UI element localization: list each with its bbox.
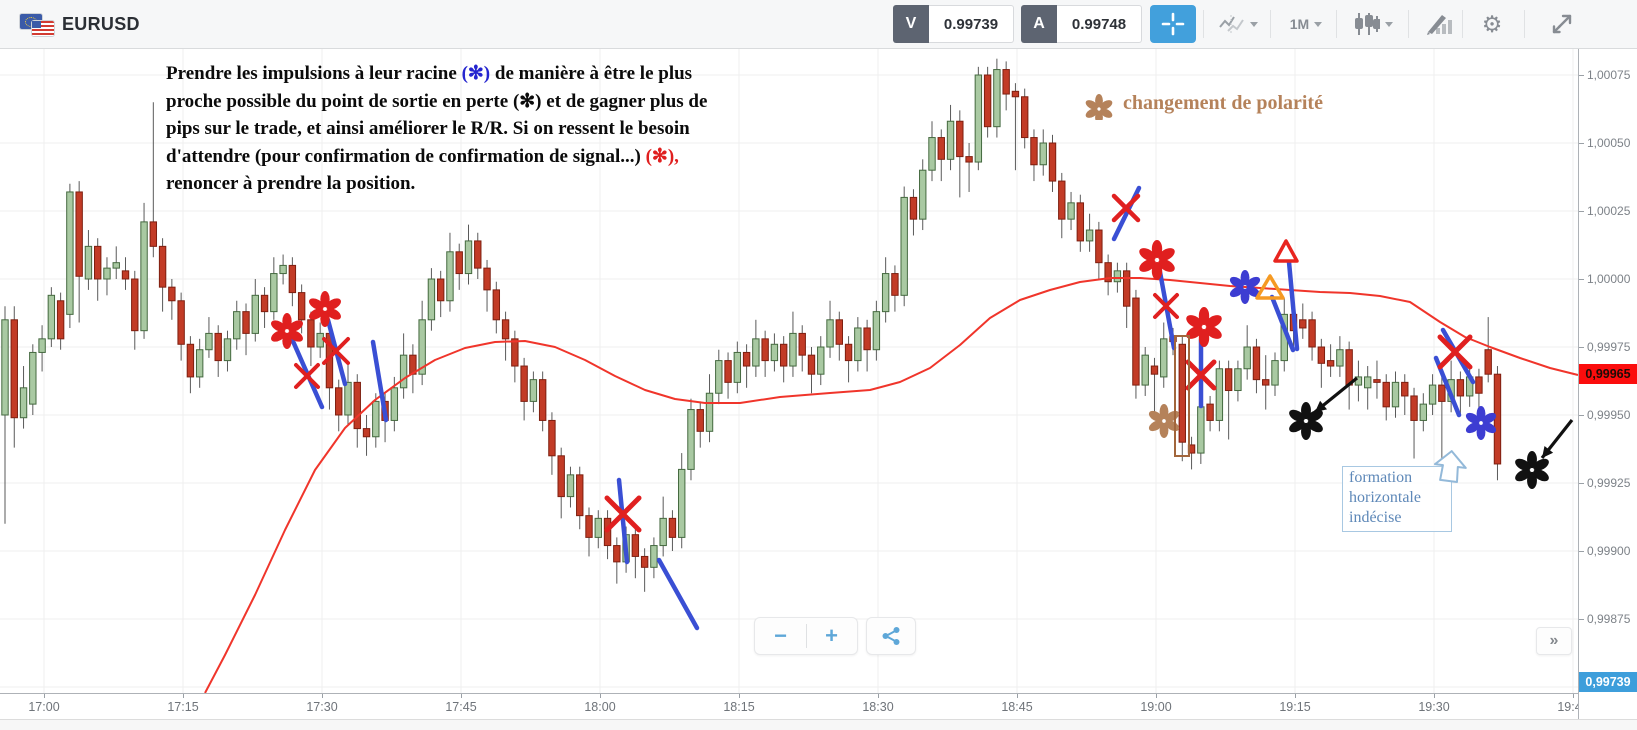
annotation-note: Prendre les impulsions à leur racine (✻)… [166, 63, 708, 194]
interval-label: 1M [1289, 16, 1310, 32]
bid-value: 0.99739 [929, 5, 1014, 43]
time-tick-label: 18:00 [584, 700, 616, 714]
ask-price-badge: 0,99965 [1579, 364, 1637, 385]
highlight-box [1174, 335, 1190, 457]
time-tick-label: 17:45 [445, 700, 477, 714]
share-button[interactable] [866, 617, 916, 655]
x-mark [294, 363, 320, 389]
draw-icon [1427, 15, 1452, 35]
draw-button[interactable] [1416, 0, 1462, 48]
formation-note-line: indécise [1349, 509, 1402, 526]
fullscreen-button[interactable] [1538, 0, 1586, 48]
formation-note: formation horizontale indécise [1342, 466, 1452, 532]
fullscreen-icon [1552, 14, 1572, 34]
zoom-in-button[interactable]: + [825, 623, 838, 648]
ask-price-button[interactable]: A 0.99748 [1021, 5, 1142, 43]
candlestick-style-icon [1354, 13, 1380, 35]
collapse-right-button[interactable]: » [1536, 627, 1572, 655]
asterisk-marker [309, 291, 341, 327]
time-tick-label: 19:30 [1418, 700, 1450, 714]
polarity-asterisk-icon [1085, 94, 1113, 120]
time-tick-label: 19:00 [1140, 700, 1172, 714]
symbol-name: EURUSD [62, 13, 140, 34]
chart-style-button[interactable] [1344, 0, 1402, 48]
x-mark [1153, 293, 1179, 319]
price-tick-label: 0,99875 [1587, 612, 1631, 626]
settings-button[interactable]: ⚙ [1470, 0, 1514, 48]
asterisk-marker [1465, 406, 1497, 440]
compare-button[interactable] [1212, 0, 1264, 48]
formation-note-line: horizontale [1349, 489, 1421, 506]
bid-price-button[interactable]: V 0.99739 [893, 5, 1014, 43]
x-mark [322, 337, 350, 365]
chevron-down-icon [1314, 21, 1323, 27]
crosshair-icon [1161, 12, 1185, 36]
crosshair-button[interactable] [1150, 5, 1196, 43]
time-tick-label: 17:00 [28, 700, 60, 714]
triangle-marker [1273, 239, 1299, 263]
price-tick-label: 0,99925 [1587, 476, 1631, 490]
price-tick-label: 0,99975 [1587, 340, 1631, 354]
price-tick-label: 1,00050 [1587, 136, 1631, 150]
share-icon [882, 627, 900, 645]
moving-average-line [204, 277, 1579, 693]
triangle-marker [1255, 274, 1285, 300]
time-tick-label: 18:30 [862, 700, 894, 714]
hollow-arrow-icon [1433, 450, 1467, 483]
ask-label: A [1021, 5, 1057, 43]
price-tick-label: 0,99950 [1587, 408, 1631, 422]
chart-canvas[interactable] [0, 48, 1637, 693]
arrow-annotation [1313, 376, 1359, 414]
bottom-strip [0, 719, 1637, 730]
zoom-controls: − + [754, 617, 858, 655]
x-mark [1437, 334, 1473, 370]
asterisk-marker [1186, 307, 1222, 347]
asterisk-marker [1085, 94, 1113, 120]
time-axis[interactable]: 17:00 17:15 17:30 17:45 18:00 18:15 18:30 18:45… [0, 693, 1637, 720]
app-toolbar: EURUSD V 0.99739 A 0.99748 [0, 0, 1637, 49]
asterisk-marker [271, 313, 303, 349]
chevron-down-icon [1249, 21, 1258, 27]
gear-icon: ⚙ [1481, 10, 1503, 37]
time-tick-label: 18:45 [1001, 700, 1033, 714]
asterisk-marker [1289, 402, 1323, 440]
bid-label: V [893, 5, 929, 43]
polarity-legend: changement de polarité [1082, 86, 1323, 120]
price-tick-label: 1,00025 [1587, 204, 1631, 218]
zoom-out-button[interactable]: − [774, 623, 787, 648]
arrow-annotation [1540, 419, 1574, 459]
asterisk-marker [1229, 270, 1261, 304]
chevron-down-icon [1384, 21, 1393, 27]
symbol-flag-icon [20, 14, 54, 36]
time-tick-label: 19:15 [1279, 700, 1311, 714]
interval-button[interactable]: 1M [1280, 0, 1332, 48]
price-axis[interactable]: 1,00075 1,00050 1,00025 1,00000 0,99975 0,999… [1578, 48, 1637, 730]
x-mark [604, 495, 642, 533]
asterisk-marker [1515, 451, 1549, 489]
asterisk-marker [1139, 240, 1175, 280]
compare-icon [1218, 15, 1244, 33]
x-mark [1111, 193, 1141, 223]
ask-value: 0.99748 [1057, 5, 1142, 43]
price-tick-label: 1,00000 [1587, 272, 1631, 286]
formation-note-line: formation [1349, 469, 1413, 486]
x-mark [1185, 359, 1217, 391]
price-tick-label: 1,00075 [1587, 68, 1631, 82]
time-tick-label: 17:15 [167, 700, 199, 714]
drawings-layer [271, 185, 1574, 631]
time-tick-label: 18:15 [723, 700, 755, 714]
polarity-legend-label: changement de polarité [1123, 91, 1323, 114]
bid-price-badge: 0,99739 [1579, 672, 1637, 692]
candles-layer [1, 58, 1502, 592]
time-tick-label: 17:30 [306, 700, 338, 714]
price-tick-label: 0,99900 [1587, 544, 1631, 558]
